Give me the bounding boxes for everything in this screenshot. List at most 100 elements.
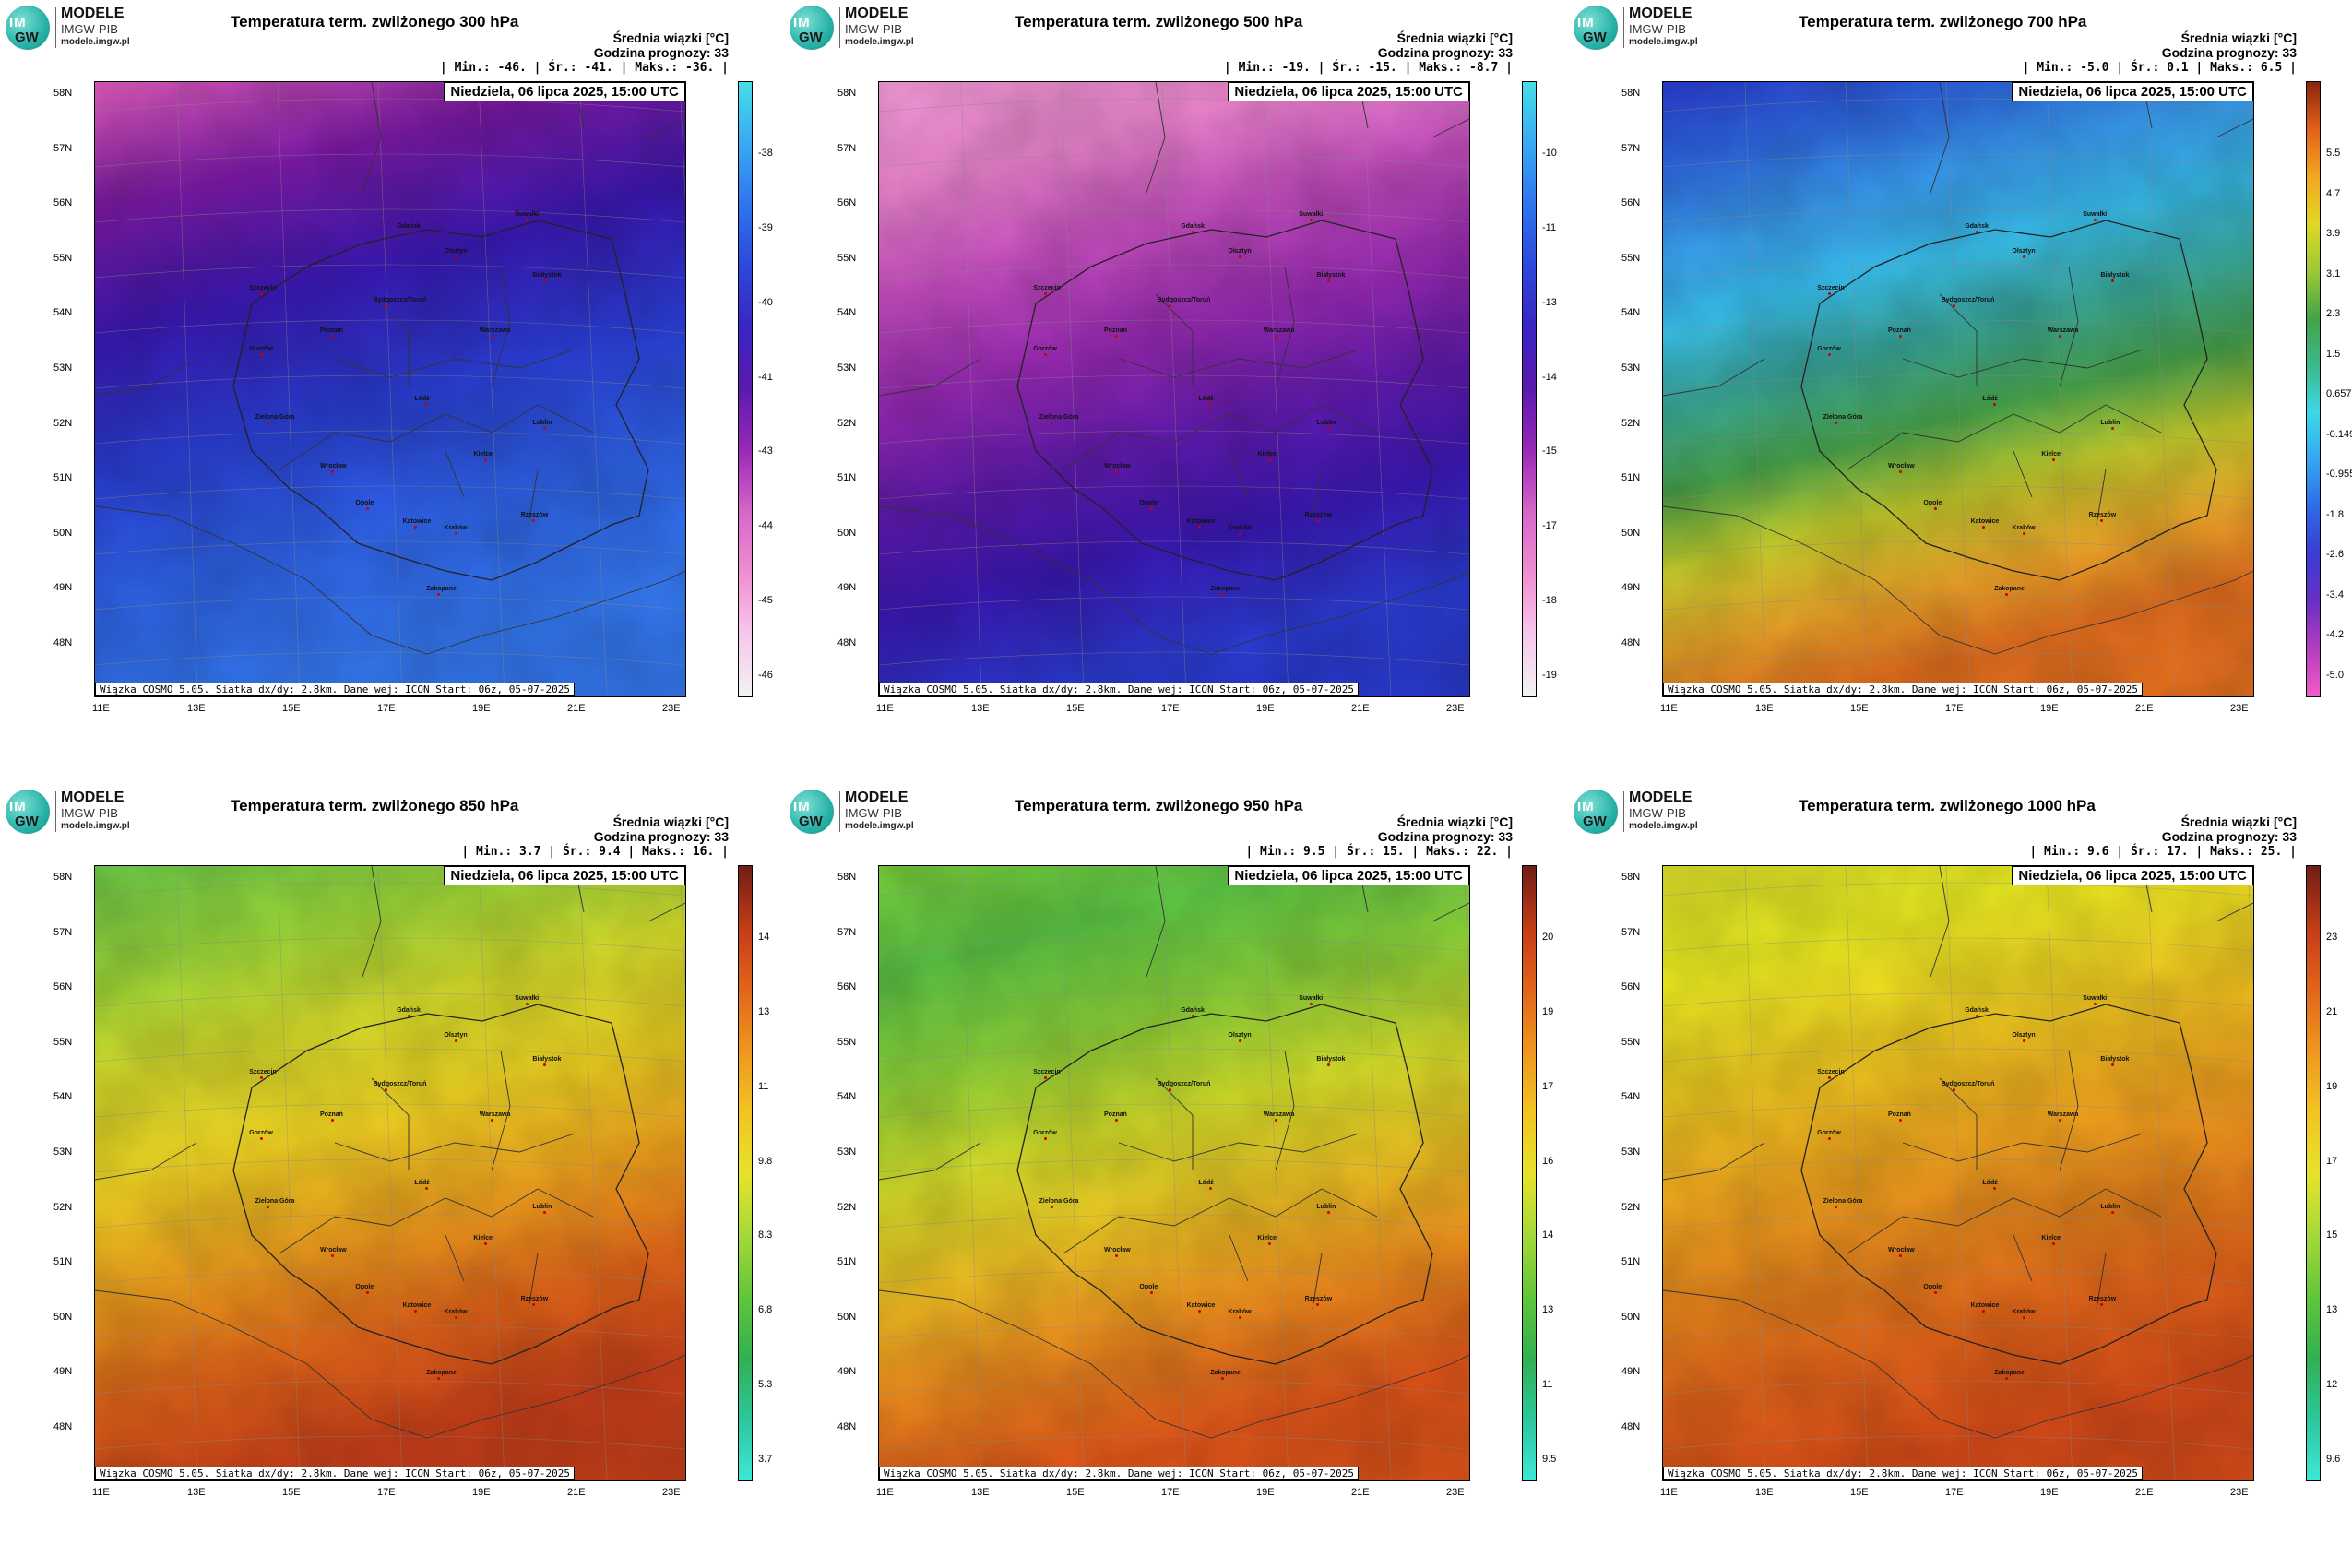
latitude-label: 55N [837, 252, 857, 264]
city-marker [2005, 1377, 2009, 1381]
city-marker [1327, 427, 1331, 431]
city-marker [331, 1119, 334, 1123]
city-marker [2023, 1039, 2026, 1042]
city-marker [1115, 1119, 1118, 1123]
longitude-label: 15E [1066, 1487, 1085, 1498]
longitude-label: 15E [282, 1487, 301, 1498]
city-label: Katowice [402, 1301, 432, 1309]
city-marker [1274, 335, 1277, 339]
city-marker [490, 335, 493, 339]
city-marker [2111, 1063, 2115, 1067]
city-marker [2058, 335, 2061, 339]
latitude-label: 55N [1621, 1036, 1641, 1048]
longitude-label: 11E [92, 1487, 110, 1498]
latitude-label: 52N [837, 417, 857, 429]
city-label: Olsztyn [444, 247, 468, 255]
colorbar [1522, 865, 1537, 1481]
city-marker [1976, 231, 1979, 234]
logo-url: modele.imgw.pl [845, 37, 914, 47]
latitude-label: 58N [53, 88, 73, 99]
colorbar-tick-label: -10 [1542, 148, 1557, 159]
imgw-logo: IM GW MODELE IMGW-PIB modele.imgw.pl [6, 790, 153, 836]
colorbar [738, 865, 753, 1481]
panel-title: Temperatura term. zwilżonego 300 hPa [231, 13, 519, 30]
city-label: Bydgoszcz/Toruń [1157, 1081, 1211, 1088]
logo-sub: IMGW-PIB [61, 22, 118, 36]
city-marker [1044, 1137, 1048, 1141]
city-marker [260, 1137, 264, 1141]
map-field [1663, 866, 2253, 1480]
latitude-label: 54N [53, 1091, 73, 1103]
city-label: Katowice [1970, 1301, 2000, 1309]
model-info-footer: Wiązka COSMO 5.05. Siatka dx/dy: 2.8km. … [95, 683, 575, 696]
panel-title: Temperatura term. zwilżonego 1000 hPa [1799, 797, 2096, 814]
longitude-label: 11E [1660, 703, 1678, 714]
city-label: Gorzów [249, 1130, 273, 1137]
temperature-map: Gdańsk Suwałki Olsztyn Białystok Szczeci… [94, 865, 686, 1481]
logo-sub: IMGW-PIB [845, 22, 902, 36]
latitude-label: 53N [53, 1146, 73, 1158]
logo-mark-top: IM [9, 15, 27, 30]
imgw-logo-mark [6, 6, 50, 50]
city-label: Łódź [1198, 1179, 1214, 1186]
city-label: Zielona Góra [1823, 413, 1863, 421]
city-label: Poznań [1104, 327, 1127, 335]
city-label: Wrocław [320, 462, 347, 469]
city-label: Poznań [1104, 1111, 1127, 1119]
forecast-hour: Godzina prognozy: 33 [2161, 45, 2297, 60]
stats-line: | Min.: 9.6 | Śr.: 17. | Maks.: 25. | [2029, 845, 2297, 859]
city-label: Lublin [2100, 420, 2120, 427]
city-marker [2111, 1211, 2115, 1215]
forecast-hour: Godzina prognozy: 33 [593, 45, 729, 60]
longitude-label: 23E [1446, 703, 1465, 714]
city-label: Poznań [1888, 327, 1911, 335]
temperature-map: Gdańsk Suwałki Olsztyn Białystok Szczeci… [1662, 865, 2254, 1481]
colorbar-tick-label: 19 [2326, 1080, 2338, 1092]
latitude-label: 55N [53, 1036, 73, 1048]
forecast-hour: Godzina prognozy: 33 [1377, 829, 1513, 844]
city-marker [1197, 525, 1201, 529]
longitude-label: 11E [1660, 1487, 1678, 1498]
city-marker [2094, 1002, 2097, 1005]
city-marker [484, 1241, 488, 1245]
city-marker [1952, 304, 1955, 308]
colorbar-tick-label: 9.5 [1542, 1454, 1557, 1465]
city-label: Suwałki [2083, 994, 2108, 1002]
colorbar [2306, 865, 2321, 1481]
latitude-label: 49N [53, 1366, 73, 1378]
city-marker [543, 427, 547, 431]
logo-mark-top: IM [793, 799, 811, 814]
logo-divider [55, 791, 56, 832]
forecast-panel: IM GW MODELE IMGW-PIB modele.imgw.pl Tem… [0, 0, 784, 784]
city-marker [1828, 1137, 1832, 1141]
longitude-label: 21E [2135, 1487, 2154, 1498]
city-marker [1192, 1015, 1195, 1018]
logo-sub: IMGW-PIB [1629, 22, 1686, 36]
colorbar-tick-label: 13 [1542, 1304, 1554, 1316]
city-marker [366, 1290, 370, 1294]
city-label: Kraków [2012, 1308, 2036, 1315]
city-label: Białystok [2100, 1056, 2130, 1063]
logo-url: modele.imgw.pl [1629, 821, 1698, 831]
latitude-label: 57N [1621, 142, 1641, 154]
imgw-logo-mark [1574, 6, 1618, 50]
logo-divider [1623, 791, 1624, 832]
city-marker [526, 1002, 529, 1005]
colorbar-tick-label: 23 [2326, 932, 2338, 943]
colorbar-tick-label: -15 [1542, 445, 1557, 457]
logo-sub: IMGW-PIB [61, 806, 118, 820]
latitude-label: 52N [837, 1201, 857, 1213]
forecast-panel: IM GW MODELE IMGW-PIB modele.imgw.pl Tem… [0, 784, 784, 1568]
city-label: Wrocław [320, 1246, 347, 1253]
city-label: Kraków [1228, 524, 1252, 531]
latitude-label: 52N [1621, 417, 1641, 429]
city-marker [331, 1253, 334, 1257]
city-marker [1327, 279, 1331, 283]
city-label: Szczecin [249, 284, 277, 291]
city-marker [526, 218, 529, 221]
imgw-logo: IM GW MODELE IMGW-PIB modele.imgw.pl [6, 6, 153, 52]
longitude-label: 17E [1161, 1487, 1180, 1498]
colorbar-tick-label: 0.657 [2326, 388, 2352, 400]
city-label: Suwałki [515, 210, 540, 218]
city-label: Zielona Góra [1823, 1197, 1863, 1205]
